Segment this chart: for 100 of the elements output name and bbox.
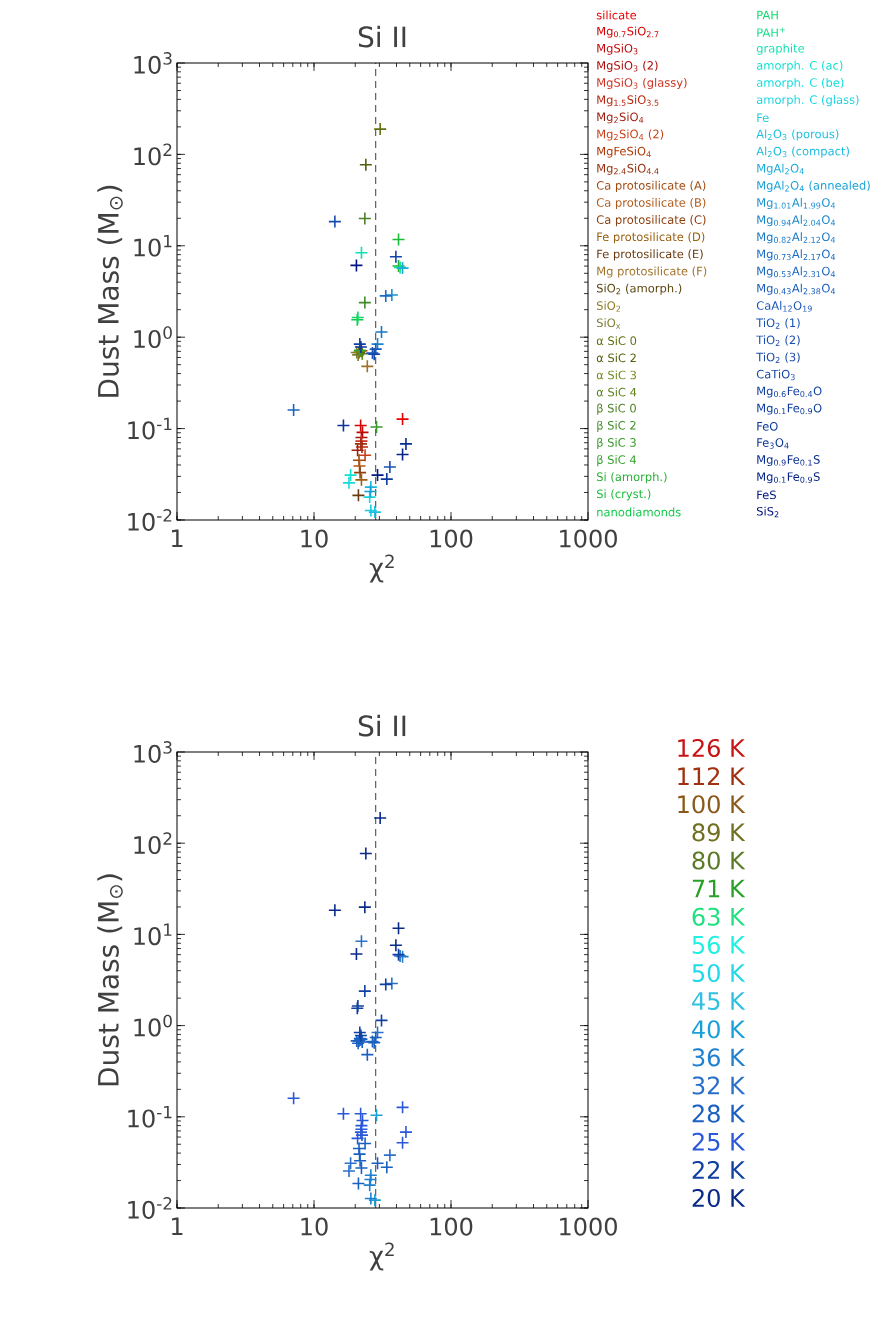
y-tick-label: 10$^{-1}$ — [128, 1105, 172, 1128]
text: MgSiO$_{3}$ (2) — [597, 60, 658, 72]
text: MgAl$_{2}$O$_{4}$ — [757, 163, 804, 175]
text: Mg$_{2.4}$SiO$_{4.4}$ — [597, 163, 659, 175]
text: α SiC 2 — [596, 353, 636, 363]
text: Fe — [757, 113, 769, 123]
text: amorph. C (ac) — [756, 60, 843, 72]
legend-label: 71 K — [692, 879, 746, 898]
text: Mg$_{0.53}$Al$_{2.31}$O$_{4}$ — [757, 266, 836, 278]
text: Ca protosilicate (B) — [596, 197, 706, 210]
text: MgSiO$_{3}$ (glassy) — [597, 77, 687, 90]
text: Si (amorph.) — [596, 472, 667, 484]
chart-title: Si II — [358, 25, 406, 48]
text: Fe protosilicate (D) — [597, 232, 705, 244]
legend-label: 80 K — [692, 851, 746, 870]
x-tick-label: 100 — [430, 529, 473, 548]
y-tick-label: 10$^{2}$ — [134, 832, 172, 855]
y-axis-title: Dust Mass (M$_{⊙}$) — [97, 185, 123, 397]
text: β SiC 3 — [597, 437, 636, 450]
text: amorph. C (be) — [756, 77, 844, 90]
y-tick-label: 10$^{1}$ — [134, 234, 172, 257]
text: Fe$_{3}$O$_{4}$ — [757, 438, 789, 449]
text: Ca protosilicate (C) — [596, 215, 706, 227]
text: MgSiO$_{3}$ — [597, 43, 638, 55]
text: Mg$_{0.1}$Fe$_{0.9}$S — [757, 472, 820, 484]
text: 20 K — [692, 1188, 746, 1208]
legend-label: 63 K — [692, 907, 746, 926]
text: Mg$_{1.5}$SiO$_{3.5}$ — [597, 95, 659, 107]
text: β SiC 4 — [597, 454, 637, 467]
text: 28 K — [692, 1104, 746, 1123]
text: Mg$_{0.1}$Fe$_{0.9}$O — [757, 403, 822, 415]
text: 25 K — [692, 1132, 746, 1151]
y-tick-label: 10$^{1}$ — [134, 923, 172, 946]
text: TiO$_{2}$ (1) — [756, 318, 800, 329]
text: Mg protosilicate (F) — [597, 266, 707, 278]
x-tick-label: 10 — [301, 529, 328, 548]
y-tick-label: 10$^{-2}$ — [128, 1197, 172, 1219]
y-tick-label: 10$^{2}$ — [134, 143, 172, 166]
text: Fe protosilicate (E) — [597, 249, 703, 261]
text: SiO$_{x}$ — [596, 318, 621, 329]
text: Mg$_{2}$SiO$_{4}$ (2) — [597, 129, 664, 141]
text: β SiC 2 — [597, 420, 636, 432]
y-tick-label: 10$^{3}$ — [134, 52, 172, 74]
text: SiO$_{2}$ — [596, 301, 621, 312]
text: 22 K — [692, 1160, 746, 1179]
text: Al$_{2}$O$_{3}$ (porous) — [756, 129, 839, 141]
text: CaAl$_{12}$O$_{19}$ — [756, 300, 812, 312]
x-tick-label: 1000 — [560, 1217, 617, 1236]
text: TiO$_{2}$ (2) — [756, 335, 800, 346]
legend-label: 126 K — [678, 738, 746, 758]
text: nanodiamonds — [597, 507, 681, 517]
text: Mg$_{0.6}$Fe$_{0.4}$O — [757, 386, 822, 398]
text: Mg$_{0.82}$Al$_{2.12}$O$_{4}$ — [757, 232, 836, 244]
legend-label: 50 K — [692, 963, 746, 983]
text: 32 K — [692, 1076, 746, 1095]
text: 40 K — [692, 1020, 746, 1039]
text: Mg$_{0.9}$Fe$_{0.1}$S — [757, 455, 820, 467]
text: SiS$_{2}$ — [756, 506, 779, 518]
legend-label: 89 K — [692, 823, 746, 842]
text: α SiC 3 — [596, 370, 637, 380]
text: α SiC 4 — [596, 387, 637, 397]
y-tick-label: 10$^{0}$ — [134, 326, 172, 349]
text: CaTiO$_{3}$ — [756, 369, 795, 381]
legend-label: 100 K — [678, 795, 746, 814]
y-tick-label: 10$^{0}$ — [134, 1014, 172, 1037]
text: silicate — [596, 10, 637, 20]
text: PAH$^{+}$ — [757, 27, 785, 37]
x-tick-label: 1 — [172, 529, 183, 548]
text: MgAl$_{2}$O$_{4}$ (annealed) — [757, 180, 870, 192]
text: graphite — [756, 43, 805, 55]
text: 36 K — [692, 1048, 746, 1067]
x-axis-title: χ$^{2}$ — [369, 1242, 394, 1271]
x-axis-title: χ$^{2}$ — [369, 554, 394, 583]
y-tick-label: 10$^{3}$ — [134, 741, 172, 763]
text: FeO — [757, 421, 778, 431]
legend-label: 112 K — [678, 767, 746, 786]
text: TiO$_{2}$ (3) — [756, 352, 800, 364]
x-tick-label: 1 — [172, 1217, 183, 1236]
y-tick-label: 10$^{-2}$ — [128, 509, 172, 531]
text: Mg$_{0.73}$Al$_{2.17}$O$_{4}$ — [757, 249, 836, 261]
text: Si (cryst.) — [596, 489, 651, 501]
text: amorph. C (glass) — [756, 95, 859, 107]
text: α SiC 0 — [596, 336, 637, 346]
x-tick-label: 1000 — [560, 529, 617, 548]
legend-label: 45 K — [692, 992, 746, 1011]
x-tick-label: 10 — [301, 1217, 328, 1236]
chart-title: Si II — [358, 714, 406, 737]
text: MgFeSiO$_{4}$ — [597, 146, 651, 158]
text: SiO$_{2}$ (amorph.) — [596, 283, 682, 295]
text: FeS — [757, 490, 776, 500]
text: Al$_{2}$O$_{3}$ (compact) — [756, 146, 849, 158]
x-tick-label: 100 — [430, 1217, 473, 1236]
text: Mg$_{2}$SiO$_{4}$ — [597, 112, 644, 124]
text: Mg$_{0.43}$Al$_{2.38}$O$_{4}$ — [757, 283, 836, 295]
y-tick-label: 10$^{-1}$ — [128, 417, 172, 440]
text: PAH — [757, 10, 778, 20]
text: Mg$_{0.7}$SiO$_{2.7}$ — [597, 26, 659, 38]
text: Mg$_{1.01}$Al$_{1.99}$O$_{4}$ — [757, 197, 836, 210]
text: β SiC 0 — [597, 403, 636, 415]
y-axis-title: Dust Mass (M$_{⊙}$) — [97, 874, 123, 1086]
